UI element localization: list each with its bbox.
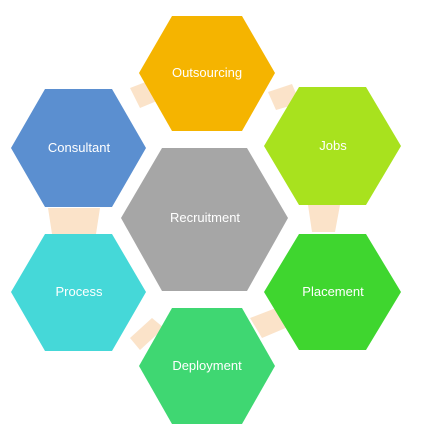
process-hexagon [11, 234, 146, 351]
connector-deployment-process [130, 318, 164, 350]
jobs-label: Jobs [319, 138, 347, 153]
node-placement: Placement [264, 234, 401, 350]
node-center-recruitment: Recruitment [121, 148, 288, 291]
node-deployment: Deployment [139, 308, 275, 424]
placement-hexagon [264, 234, 401, 350]
process-label: Process [56, 284, 103, 299]
consultant-hexagon [11, 89, 146, 207]
deployment-hexagon [139, 308, 275, 424]
consultant-label: Consultant [48, 140, 111, 155]
jobs-hexagon [264, 87, 401, 205]
connector-process-consultant [48, 208, 100, 234]
recruitment-hexagon [121, 148, 288, 291]
placement-label: Placement [302, 284, 364, 299]
recruitment-label: Recruitment [170, 210, 240, 225]
outsourcing-hexagon [139, 16, 275, 131]
node-outsourcing: Outsourcing [139, 16, 275, 131]
node-process: Process [11, 234, 146, 351]
node-consultant: Consultant [11, 89, 146, 207]
connector-jobs-placement [308, 205, 340, 232]
deployment-label: Deployment [172, 358, 242, 373]
outsourcing-label: Outsourcing [172, 65, 242, 80]
node-jobs: Jobs [264, 87, 401, 205]
